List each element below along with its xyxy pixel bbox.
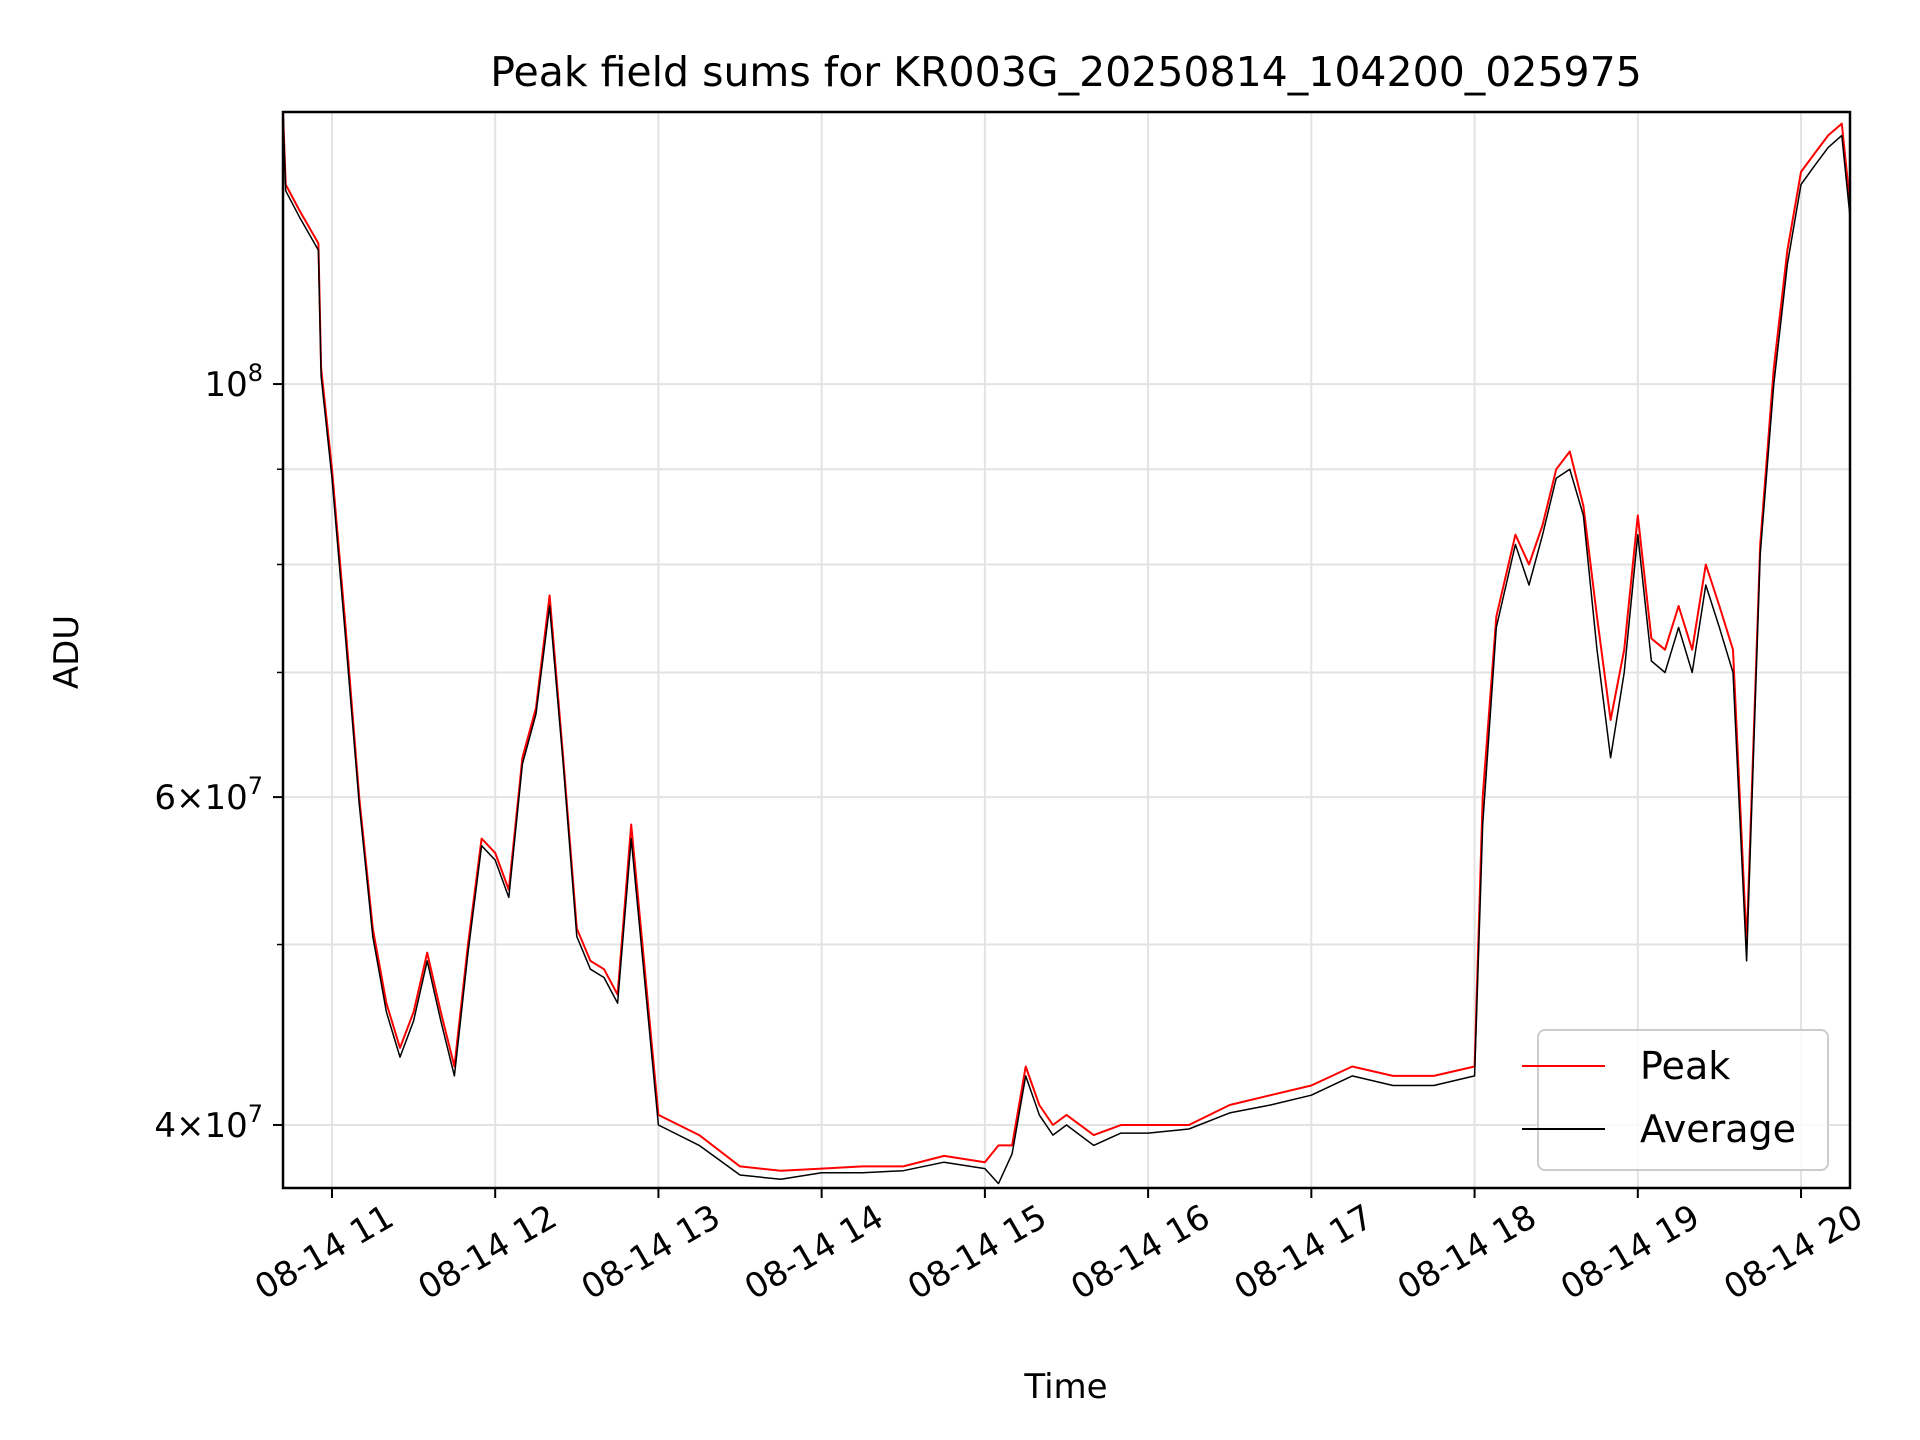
series-line-average xyxy=(282,111,1851,1185)
y-axis-title: ADU xyxy=(47,615,87,689)
legend: Peak Average xyxy=(1522,1029,1829,1171)
legend-average-label: Average xyxy=(1640,1107,1796,1151)
series-lines xyxy=(282,111,1851,1185)
x-axis-title: Time xyxy=(1023,1367,1107,1407)
y-tick-label: 6×107 xyxy=(154,772,263,818)
plot-frame xyxy=(281,110,1852,1190)
series-line-peak xyxy=(282,111,1851,1172)
legend-box xyxy=(1537,1029,1829,1171)
chart-title: Peak field sums for KR003G_20250814_1042… xyxy=(490,48,1642,96)
y-tick-label: 4×107 xyxy=(154,1100,263,1146)
legend-peak-label: Peak xyxy=(1640,1044,1730,1088)
